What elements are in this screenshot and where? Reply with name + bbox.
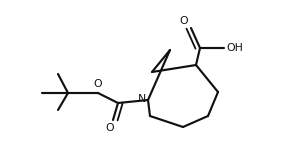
Text: OH: OH <box>226 43 243 53</box>
Text: O: O <box>106 123 115 133</box>
Text: O: O <box>179 16 188 26</box>
Text: N: N <box>137 94 146 104</box>
Text: O: O <box>94 79 102 89</box>
